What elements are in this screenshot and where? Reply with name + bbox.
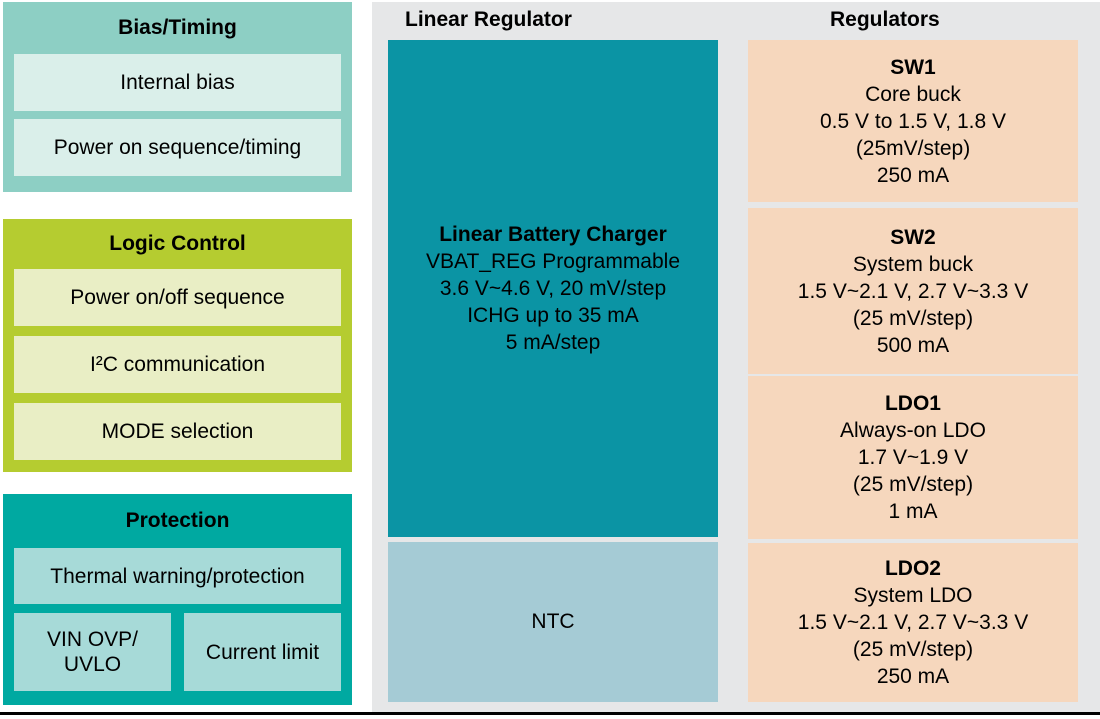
ldo1-title: LDO1 bbox=[884, 392, 941, 415]
sw2-line: 1.5 V~2.1 V, 2.7 V~3.3 V bbox=[797, 279, 1029, 303]
block-i2c-communication: I²C communication bbox=[14, 336, 341, 393]
block-power-on-sequence-timing: Power on sequence/timing bbox=[14, 119, 341, 176]
block-sw2: SW2 System buck 1.5 V~2.1 V, 2.7 V~3.3 V… bbox=[748, 208, 1078, 374]
sw2-line: (25 mV/step) bbox=[852, 306, 974, 330]
charger-line: ICHG up to 35 mA bbox=[467, 304, 639, 327]
sw1-line: Core buck bbox=[865, 82, 961, 106]
group-bias-timing: Bias/Timing Internal bias Power on seque… bbox=[3, 2, 352, 192]
block-sw1: SW1 Core buck 0.5 V to 1.5 V, 1.8 V (25m… bbox=[748, 40, 1078, 202]
sw1-title: SW1 bbox=[890, 55, 936, 79]
block-ntc: NTC bbox=[388, 542, 718, 702]
protection-title: Protection bbox=[125, 509, 230, 532]
ldo2-line: (25 mV/step) bbox=[852, 638, 974, 661]
ldo1-line: 1 mA bbox=[888, 500, 938, 523]
charger-line: 3.6 V~4.6 V, 20 mV/step bbox=[439, 277, 667, 300]
ldo2-line: 250 mA bbox=[876, 665, 950, 688]
block-thermal-warning-protection: Thermal warning/protection bbox=[14, 548, 341, 604]
bias-timing-title: Bias/Timing bbox=[118, 16, 237, 39]
group-protection: Protection Thermal warning/protection VI… bbox=[3, 494, 352, 705]
regulators-panel: Linear Regulator Regulators Linear Batte… bbox=[372, 2, 1100, 712]
sw1-line: (25mV/step) bbox=[855, 136, 971, 160]
block-current-limit: Current limit bbox=[184, 613, 341, 691]
ldo2-line: 1.5 V~2.1 V, 2.7 V~3.3 V bbox=[797, 611, 1029, 634]
sw1-line: 250 mA bbox=[876, 163, 950, 187]
ldo2-line: System LDO bbox=[853, 584, 973, 607]
protection-bottom-row: VIN OVP/ UVLO Current limit bbox=[14, 613, 341, 691]
charger-line: VBAT_REG Programmable bbox=[425, 250, 681, 273]
block-power-on-off-sequence: Power on/off sequence bbox=[14, 269, 341, 326]
block-linear-battery-charger: Linear Battery Charger VBAT_REG Programm… bbox=[388, 40, 718, 537]
group-logic-control: Logic Control Power on/off sequence I²C … bbox=[3, 219, 352, 472]
bottom-divider-line bbox=[0, 712, 1100, 715]
block-mode-selection: MODE selection bbox=[14, 403, 341, 460]
charger-line: Linear Battery Charger bbox=[439, 223, 667, 246]
linear-regulator-header: Linear Regulator bbox=[405, 8, 572, 31]
sw2-line: System buck bbox=[852, 252, 974, 276]
ldo1-line: 1.7 V~1.9 V bbox=[857, 446, 969, 469]
sw2-title: SW2 bbox=[890, 225, 936, 249]
ldo1-line: Always-on LDO bbox=[840, 419, 986, 442]
block-vin-ovp-uvlo: VIN OVP/ UVLO bbox=[14, 613, 171, 691]
vin-ovp-line: VIN OVP/ bbox=[46, 628, 139, 651]
block-ldo2: LDO2 System LDO 1.5 V~2.1 V, 2.7 V~3.3 V… bbox=[748, 543, 1078, 702]
ldo2-title: LDO2 bbox=[884, 557, 941, 580]
block-internal-bias: Internal bias bbox=[14, 54, 341, 111]
logic-control-title: Logic Control bbox=[109, 232, 246, 255]
ldo1-line: (25 mV/step) bbox=[852, 473, 974, 496]
sw2-line: 500 mA bbox=[876, 333, 950, 357]
uvlo-line: UVLO bbox=[63, 653, 122, 676]
charger-line: 5 mA/step bbox=[505, 331, 601, 354]
regulators-header: Regulators bbox=[830, 8, 940, 31]
block-ldo1: LDO1 Always-on LDO 1.7 V~1.9 V (25 mV/st… bbox=[748, 376, 1078, 539]
sw1-line: 0.5 V to 1.5 V, 1.8 V bbox=[819, 109, 1007, 133]
